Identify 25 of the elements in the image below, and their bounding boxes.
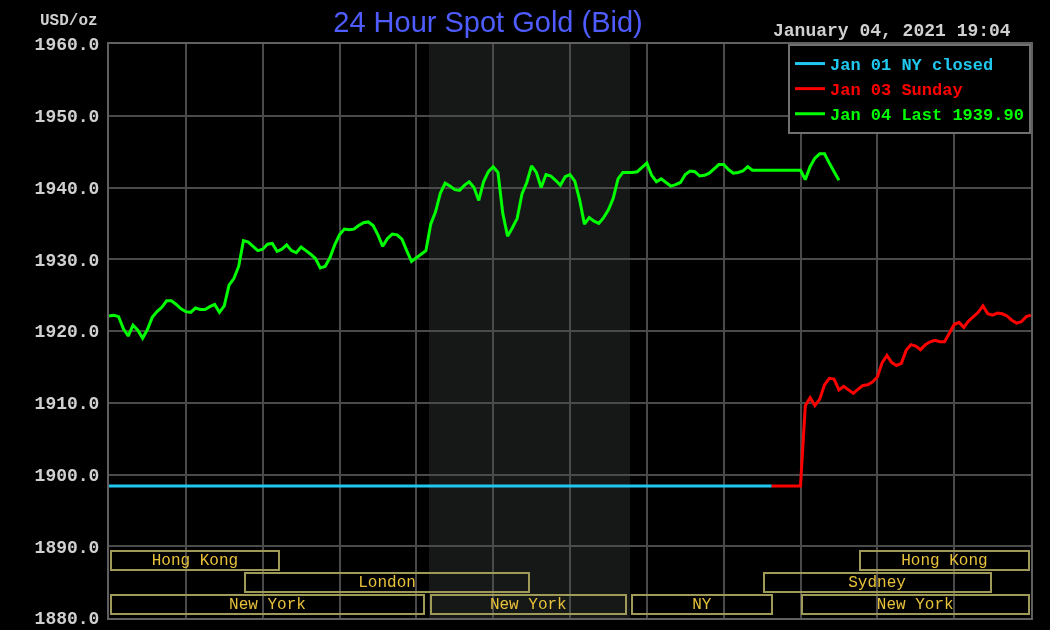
- annotation: Hong Kong: [901, 551, 988, 570]
- annotation: Sydney: [848, 573, 907, 592]
- y-tick-label: 1890.0: [34, 537, 100, 558]
- y-tick-label: 1900.0: [34, 465, 100, 486]
- legend-label: Jan 04 Last 1939.90: [830, 106, 1024, 126]
- y-tick-label: 1920.0: [34, 322, 100, 343]
- y-tick-label: 1940.0: [34, 178, 100, 199]
- y-tick-label: 1910.0: [34, 394, 100, 415]
- annotation: Hong Kong: [151, 551, 239, 570]
- annotation: New York: [876, 595, 954, 614]
- y-axis-title: USD/oz: [40, 12, 98, 30]
- legend-label: Jan 03 Sunday: [830, 81, 963, 101]
- line-series: [770, 304, 1031, 488]
- y-tick-label: 1960.0: [34, 35, 100, 56]
- line-series: [109, 152, 841, 340]
- annotation: NY: [692, 595, 712, 614]
- y-tick-label: 1950.0: [34, 107, 100, 128]
- legend-label: Jan 01 NY closed: [830, 56, 994, 76]
- annotation: London: [358, 573, 416, 592]
- chart-title: 24 Hour Spot Gold (Bid): [333, 6, 643, 39]
- annotation: New York: [229, 595, 306, 614]
- text: January 04, 2021 19:04: [773, 21, 1011, 41]
- annotation: New York: [489, 595, 567, 614]
- y-tick-label: 1880.0: [34, 609, 100, 630]
- y-tick-label: 1930.0: [34, 250, 100, 271]
